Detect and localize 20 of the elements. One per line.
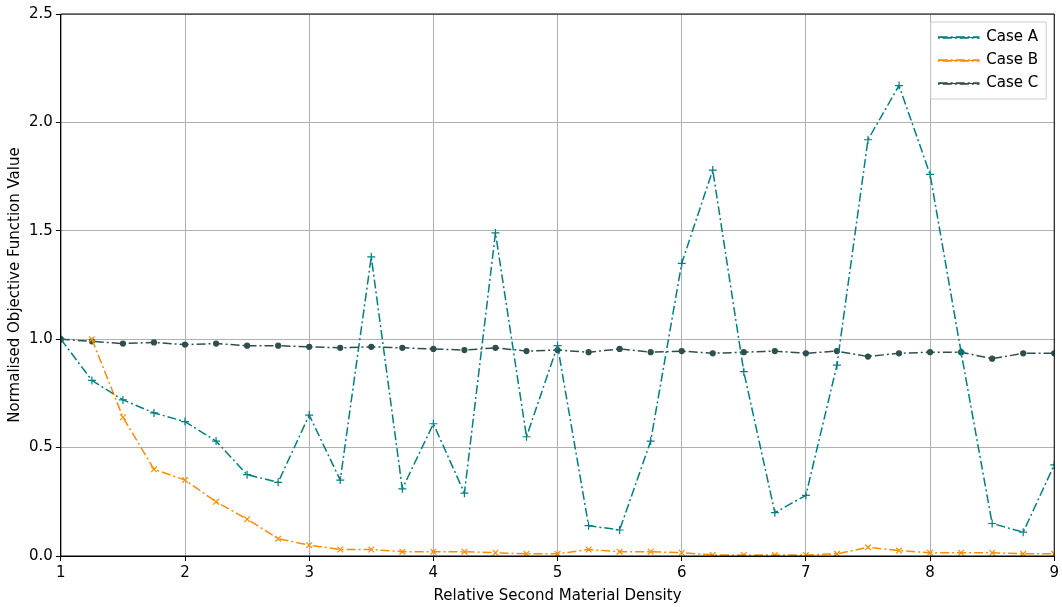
x-tick-label: 8 [925, 562, 935, 581]
y-tick-label: 1.5 [29, 220, 53, 239]
legend-label: Case B [986, 50, 1039, 69]
x-axis-title: Relative Second Material Density [433, 585, 682, 604]
y-tick-label: 2.5 [29, 3, 53, 22]
y-tick-label: 1.0 [29, 329, 53, 348]
y-tick-label: 0.0 [29, 545, 53, 564]
x-tick-label: 6 [676, 562, 687, 581]
y-axis-title: Normalised Objective Function Value [4, 147, 23, 423]
x-tick-label: 5 [552, 562, 563, 581]
legend-label: Case C [986, 73, 1039, 92]
x-tick-label: 2 [180, 562, 190, 581]
x-tick-label: 7 [801, 562, 811, 581]
legend-label: Case A [986, 27, 1039, 46]
x-tick-label: 1 [56, 562, 66, 581]
y-tick-label: 2.0 [29, 112, 53, 131]
x-tick-label: 3 [304, 562, 314, 581]
y-tick-label: 0.5 [29, 437, 53, 456]
x-tick-label: 9 [1049, 562, 1059, 581]
x-tick-label: 4 [428, 562, 439, 581]
